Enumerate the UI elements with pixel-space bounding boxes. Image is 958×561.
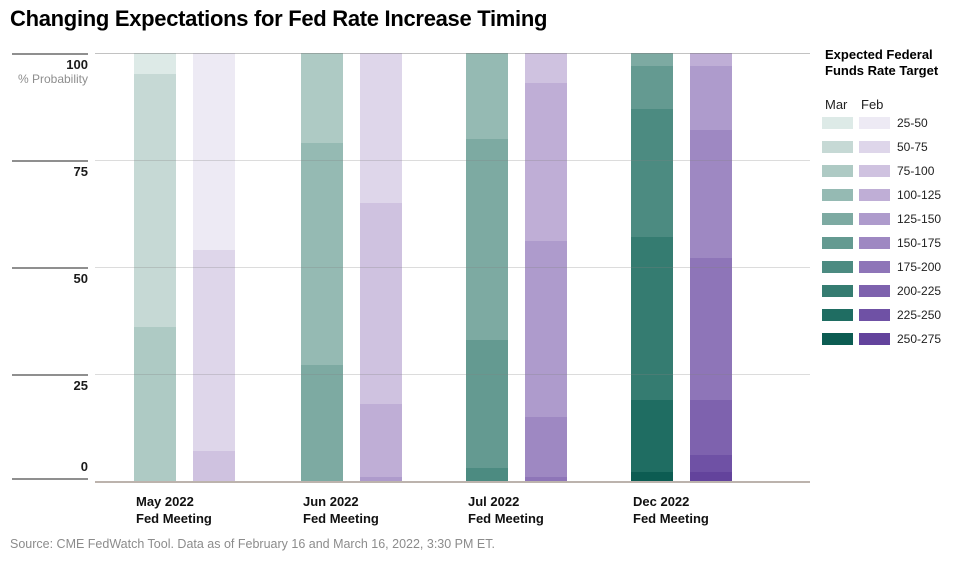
legend-swatch-feb: [859, 165, 890, 177]
bar-segment[interactable]: [193, 249, 235, 452]
legend-range-label: 50-75: [897, 140, 928, 154]
bar-segment[interactable]: [631, 53, 673, 66]
legend-swatch-mar: [822, 309, 853, 321]
legend-column-header: Mar: [825, 97, 848, 112]
legend-swatch-mar: [822, 237, 853, 249]
y-axis-tick-line: [12, 267, 88, 269]
bar-segment[interactable]: [631, 237, 673, 400]
y-axis-tick-label: 75: [73, 164, 88, 179]
y-axis-tick-label: 25: [73, 378, 88, 393]
bar-segment[interactable]: [525, 53, 567, 83]
bar-segment[interactable]: [466, 53, 508, 139]
bar-segment[interactable]: [134, 326, 176, 481]
bar-segment[interactable]: [301, 365, 343, 481]
bar-segment[interactable]: [690, 258, 732, 400]
bar-segment[interactable]: [631, 108, 673, 238]
bar-segment[interactable]: [360, 476, 402, 481]
legend-range-label: 25-50: [897, 116, 928, 130]
bar-segment[interactable]: [631, 472, 673, 481]
legend-range-label: 100-125: [897, 188, 942, 202]
x-axis-group-label: May 2022 Fed Meeting: [136, 494, 212, 526]
x-axis-baseline: [95, 481, 810, 483]
chart-title: Changing Expectations for Fed Rate Incre…: [10, 6, 548, 31]
legend-swatch-feb: [859, 189, 890, 201]
gridline: [95, 374, 810, 375]
legend-swatch-mar: [822, 261, 853, 273]
gridline: [95, 160, 810, 161]
bar-segment[interactable]: [466, 339, 508, 469]
bar-segment[interactable]: [525, 82, 567, 242]
y-axis-unit-label: % Probability: [17, 72, 88, 86]
bar-segment[interactable]: [193, 451, 235, 481]
legend-title-line2: Funds Rate Target: [825, 63, 939, 78]
legend-swatch-mar: [822, 165, 853, 177]
bar-segment[interactable]: [631, 399, 673, 473]
y-axis-tick-line: [12, 160, 88, 162]
bar-segment[interactable]: [525, 476, 567, 481]
y-axis-tick-label: 50: [73, 271, 88, 286]
bar-segment[interactable]: [360, 202, 402, 404]
bar-segment[interactable]: [360, 53, 402, 203]
legend-swatch-feb: [859, 237, 890, 249]
bar-segment[interactable]: [631, 65, 673, 109]
bar-segment[interactable]: [134, 53, 176, 75]
bar-segment[interactable]: [690, 53, 732, 66]
bar-segment[interactable]: [525, 241, 567, 417]
gridline: [95, 267, 810, 268]
x-axis-group-label: Jul 2022 Fed Meeting: [468, 494, 544, 526]
legend-swatch-feb: [859, 285, 890, 297]
bar-segment[interactable]: [690, 65, 732, 131]
legend-range-label: 225-250: [897, 308, 942, 322]
legend-range-label: 250-275: [897, 332, 942, 346]
source-note: Source: CME FedWatch Tool. Data as of Fe…: [10, 537, 495, 551]
bar-segment[interactable]: [360, 403, 402, 477]
legend-swatch-mar: [822, 333, 853, 345]
legend-swatch-mar: [822, 285, 853, 297]
legend-range-label: 175-200: [897, 260, 942, 274]
y-axis-tick-line: [12, 478, 88, 480]
y-axis-tick-label: 0: [80, 459, 88, 474]
x-axis-group-label: Jun 2022 Fed Meeting: [303, 494, 379, 526]
y-axis-tick-line: [12, 53, 88, 55]
legend-swatch-mar: [822, 117, 853, 129]
bar-segment[interactable]: [193, 53, 235, 250]
legend-swatch-mar: [822, 213, 853, 225]
bar-segment[interactable]: [466, 138, 508, 340]
legend-swatch-mar: [822, 141, 853, 153]
legend-range-label: 75-100: [897, 164, 935, 178]
bar-segment[interactable]: [690, 130, 732, 259]
bar-segment[interactable]: [301, 142, 343, 366]
legend-range-label: 200-225: [897, 284, 942, 298]
bar-segment[interactable]: [690, 399, 732, 456]
y-axis-tick-line: [12, 374, 88, 376]
legend-swatch-feb: [859, 309, 890, 321]
legend-swatch-mar: [822, 189, 853, 201]
legend-column-header: Feb: [861, 97, 884, 112]
legend-swatch-feb: [859, 213, 890, 225]
y-axis-tick-label: 100: [66, 57, 88, 72]
bar-segment[interactable]: [301, 53, 343, 143]
legend-swatch-feb: [859, 141, 890, 153]
x-axis-group-label: Dec 2022 Fed Meeting: [633, 494, 709, 526]
bar-segment[interactable]: [466, 468, 508, 481]
legend-swatch-feb: [859, 333, 890, 345]
legend-range-label: 125-150: [897, 212, 942, 226]
legend-title-line1: Expected Federal: [825, 47, 933, 62]
bar-segment[interactable]: [690, 472, 732, 481]
bar-segment[interactable]: [525, 416, 567, 477]
gridline: [95, 53, 810, 54]
legend-swatch-feb: [859, 117, 890, 129]
legend-swatch-feb: [859, 261, 890, 273]
legend-range-label: 150-175: [897, 236, 942, 250]
bar-segment[interactable]: [690, 455, 732, 473]
bar-segment[interactable]: [134, 74, 176, 327]
